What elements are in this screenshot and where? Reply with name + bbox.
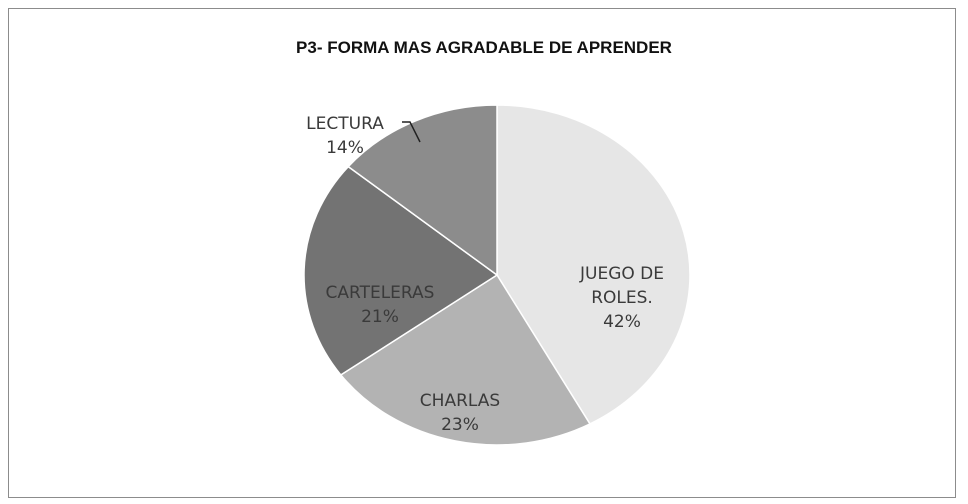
leader-line <box>402 121 421 143</box>
chart-frame <box>8 8 956 498</box>
pie-slice <box>303 165 499 376</box>
pie-slice <box>339 273 592 446</box>
category-label: CHARLAS <box>419 391 501 411</box>
category-label: CARTELERAS <box>325 283 435 303</box>
value-label: 14% <box>326 138 364 158</box>
value-label: 42% <box>603 312 641 332</box>
category-label: LECTURA <box>306 114 384 134</box>
slice-label: LECTURA 14% <box>275 112 415 160</box>
value-label: 23% <box>441 415 479 435</box>
value-label: 21% <box>361 307 399 327</box>
slice-label: CARTELERAS 21% <box>310 281 450 329</box>
pie-slice <box>347 104 498 277</box>
slice-label: JUEGO DE ROLES. 42% <box>567 262 677 334</box>
category-label: JUEGO DE ROLES. <box>580 264 664 308</box>
chart-title: P3- FORMA MAS AGRADABLE DE APRENDER <box>296 38 672 57</box>
slice-label: CHARLAS 23% <box>390 389 530 437</box>
pie-slice <box>496 104 691 425</box>
